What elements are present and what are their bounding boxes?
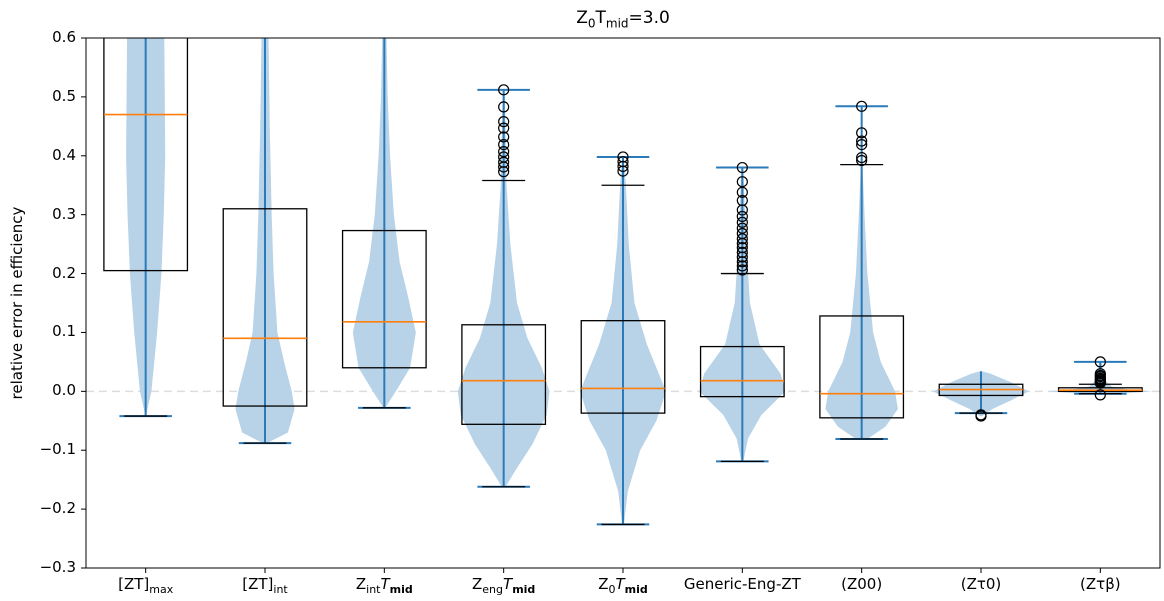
outlier-6-3 xyxy=(736,186,748,198)
y-tick-label: 0.1 xyxy=(52,322,76,341)
x-tick-label: Z0Tmid xyxy=(598,575,648,596)
outlier-7-4 xyxy=(856,138,868,151)
x-tick-label: [ZT]int xyxy=(242,575,288,596)
outlier-7-2 xyxy=(856,127,868,139)
y-tick-label: 0.4 xyxy=(52,145,76,164)
outlier-4-6 xyxy=(498,138,510,151)
y-tick-label: 0.3 xyxy=(52,204,76,223)
outlier-6-11 xyxy=(736,237,748,250)
outlier-4-2 xyxy=(498,101,510,113)
y-tick-label: 0.0 xyxy=(52,381,76,400)
x-tick-label: ZintTmid xyxy=(355,575,413,596)
y-axis-label: relative error in efficiency xyxy=(8,206,26,400)
x-tick-label: [ZT]max xyxy=(118,575,174,596)
outlier-6-8 xyxy=(736,222,748,234)
outlier-6-6 xyxy=(736,210,748,223)
box-4 xyxy=(461,324,547,425)
outlier-6-10 xyxy=(736,233,748,245)
outlier-9-9 xyxy=(1094,377,1106,389)
box-7 xyxy=(819,315,905,419)
y-tick-label: 0.5 xyxy=(52,86,76,105)
box-5 xyxy=(580,320,666,414)
box-1 xyxy=(103,38,189,272)
x-tick-label: (Zτβ) xyxy=(1080,575,1121,593)
outlier-6-5 xyxy=(736,204,748,216)
outlier-4-10 xyxy=(498,161,510,173)
outlier-6-16 xyxy=(736,260,748,272)
outlier-6-15 xyxy=(736,256,748,268)
outlier-5-3 xyxy=(617,160,629,172)
outlier-4-7 xyxy=(498,146,510,158)
y-tick-label: 0.2 xyxy=(52,263,76,282)
outlier-6-14 xyxy=(736,251,748,263)
outlier-7-1 xyxy=(856,100,868,112)
chart-title: Z0Tmid=3.0 xyxy=(576,8,670,31)
box-2 xyxy=(222,208,308,407)
y-tick-label: −0.2 xyxy=(39,499,76,518)
y-tick-label: 0.6 xyxy=(52,28,76,46)
outlier-9-1 xyxy=(1094,356,1106,368)
outlier-6-7 xyxy=(736,216,748,228)
outlier-6-17 xyxy=(736,264,748,276)
outlier-7-6 xyxy=(856,154,868,167)
outlier-4-3 xyxy=(498,116,510,128)
y-tick-label: −0.1 xyxy=(39,440,76,459)
box-6 xyxy=(699,345,785,398)
outlier-6-2 xyxy=(736,176,748,188)
outlier-5-4 xyxy=(617,165,629,177)
x-tick-label: ZengTmid xyxy=(472,575,536,596)
outlier-6-1 xyxy=(736,161,748,174)
outlier-4-11 xyxy=(498,166,510,178)
outlier-9-10 xyxy=(1094,389,1106,401)
outlier-7-5 xyxy=(856,151,868,164)
outlier-4-4 xyxy=(498,122,510,134)
x-tick-label: Generic-Eng-ZT xyxy=(683,575,801,593)
y-tick-label: −0.3 xyxy=(39,558,76,576)
box-3 xyxy=(341,229,427,369)
plot-area xyxy=(86,38,1160,526)
outlier-4-1 xyxy=(498,84,510,96)
x-tick-label: (Z00) xyxy=(841,575,883,593)
outlier-8-2 xyxy=(975,410,987,422)
outlier-4-5 xyxy=(498,131,510,143)
outlier-7-3 xyxy=(856,135,868,147)
x-tick-label: (Zτ0) xyxy=(960,575,1002,593)
